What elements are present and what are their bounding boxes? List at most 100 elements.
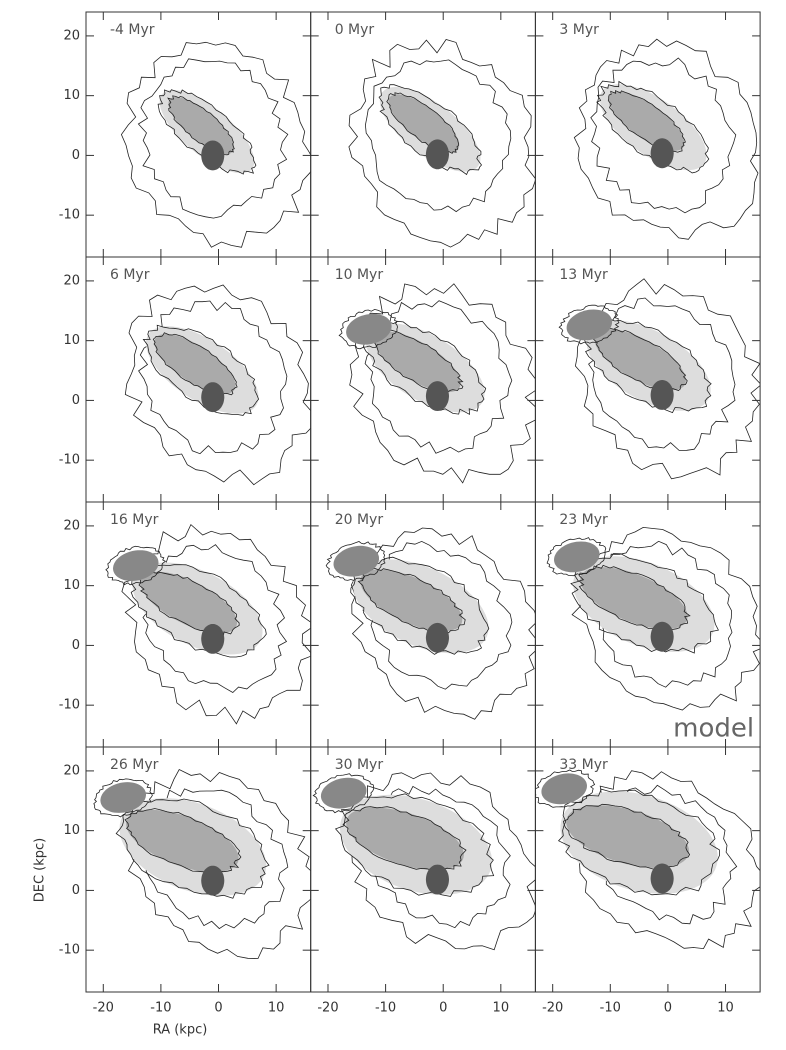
density bbox=[425, 381, 449, 411]
density bbox=[126, 809, 239, 873]
contour bbox=[573, 38, 759, 240]
contour bbox=[312, 773, 375, 814]
x-tick-label: 10 bbox=[717, 1001, 734, 1016]
y-tick-label: 10 bbox=[63, 333, 80, 348]
x-tick-label: -20 bbox=[317, 1001, 338, 1016]
contour bbox=[349, 283, 536, 484]
panel bbox=[105, 523, 311, 725]
panel-label: 0 Myr bbox=[335, 22, 375, 38]
y-tick-label: 0 bbox=[72, 148, 80, 163]
y-tick-label: 10 bbox=[63, 88, 80, 103]
density bbox=[201, 140, 225, 171]
y-tick-label: 0 bbox=[72, 393, 80, 408]
density bbox=[594, 329, 686, 391]
density bbox=[608, 91, 685, 151]
x-tick-label: -10 bbox=[375, 1001, 396, 1016]
panel bbox=[338, 283, 536, 484]
contour bbox=[574, 278, 761, 480]
y-tick-label: 10 bbox=[63, 823, 80, 838]
density bbox=[650, 138, 674, 169]
density bbox=[650, 380, 674, 410]
x-tick-label: -10 bbox=[150, 1001, 171, 1016]
panel bbox=[535, 769, 761, 950]
panel-label: 26 Myr bbox=[110, 757, 159, 773]
panel-label: 20 Myr bbox=[335, 512, 384, 528]
density bbox=[374, 331, 461, 393]
density bbox=[140, 571, 238, 634]
contour bbox=[142, 324, 260, 416]
x-tick-label: -20 bbox=[93, 1001, 114, 1016]
x-tick-label: 0 bbox=[664, 1001, 672, 1016]
density bbox=[113, 550, 159, 581]
x-tick-label: -10 bbox=[600, 1001, 621, 1016]
panel-label: 3 Myr bbox=[559, 22, 599, 38]
contour bbox=[558, 304, 620, 345]
panel bbox=[312, 772, 536, 951]
density bbox=[650, 863, 674, 894]
density bbox=[346, 807, 464, 870]
panel-label: 13 Myr bbox=[559, 267, 608, 283]
contour bbox=[121, 523, 311, 725]
contour bbox=[93, 778, 153, 818]
density bbox=[201, 624, 225, 654]
panel bbox=[120, 41, 311, 248]
y-tick-label: 0 bbox=[72, 638, 80, 653]
contour bbox=[105, 545, 167, 586]
panel-label: 23 Myr bbox=[559, 512, 608, 528]
y-tick-label: 20 bbox=[63, 273, 80, 288]
contour bbox=[120, 41, 311, 248]
y-tick-label: -10 bbox=[59, 208, 80, 223]
y-tick-label: 10 bbox=[63, 578, 80, 593]
contour bbox=[364, 59, 512, 213]
contour bbox=[535, 769, 596, 808]
y-axis-label: DEC (kpc) bbox=[33, 838, 48, 903]
contour bbox=[364, 300, 513, 454]
y-tick-label: 20 bbox=[63, 518, 80, 533]
density bbox=[333, 545, 379, 577]
y-tick-label: 20 bbox=[63, 28, 80, 43]
contour bbox=[571, 526, 761, 711]
density bbox=[346, 313, 392, 345]
density bbox=[168, 97, 234, 154]
contour bbox=[348, 39, 536, 248]
x-tick-label: 10 bbox=[493, 1001, 510, 1016]
contour bbox=[590, 57, 737, 214]
density bbox=[566, 309, 613, 341]
contour bbox=[338, 308, 398, 350]
contour bbox=[137, 58, 289, 219]
contour bbox=[152, 332, 238, 397]
panel-label: 30 Myr bbox=[335, 757, 384, 773]
panel bbox=[573, 38, 759, 240]
x-tick-label: 10 bbox=[268, 1001, 285, 1016]
panel-label: 10 Myr bbox=[335, 267, 384, 283]
density bbox=[100, 782, 146, 813]
contour bbox=[350, 527, 536, 720]
density bbox=[580, 567, 688, 630]
panel bbox=[124, 284, 311, 486]
density bbox=[388, 94, 460, 153]
contour bbox=[127, 768, 311, 959]
density bbox=[554, 541, 600, 573]
y-tick-label: 20 bbox=[63, 763, 80, 778]
density bbox=[201, 865, 225, 896]
density bbox=[320, 777, 367, 809]
y-tick-label: -10 bbox=[59, 698, 80, 713]
panel bbox=[546, 526, 761, 711]
panel-frame bbox=[534, 746, 761, 993]
density bbox=[154, 334, 236, 394]
density bbox=[425, 864, 449, 895]
panel-label: 6 Myr bbox=[110, 267, 150, 283]
y-tick-label: 0 bbox=[72, 883, 80, 898]
contour bbox=[588, 297, 736, 451]
density bbox=[541, 773, 587, 805]
panel bbox=[348, 39, 536, 248]
density bbox=[425, 139, 449, 170]
panel-label: -4 Myr bbox=[110, 22, 155, 38]
contour bbox=[325, 541, 386, 581]
contour bbox=[124, 284, 311, 486]
annotation: model bbox=[673, 714, 754, 744]
y-tick-label: -10 bbox=[59, 943, 80, 958]
contour bbox=[124, 808, 242, 874]
panel bbox=[558, 278, 761, 480]
